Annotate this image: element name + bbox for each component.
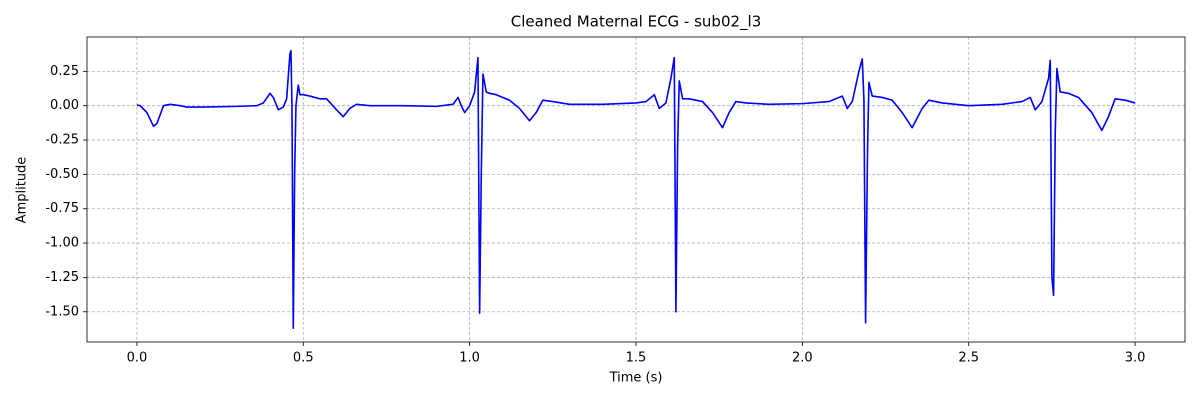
y-tick-label: 0.00: [50, 98, 79, 113]
y-tick-label: -1.50: [45, 304, 79, 319]
y-tick-label: -0.25: [45, 133, 79, 148]
x-tick-label: 1.5: [626, 351, 647, 366]
y-axis-label: Amplitude: [15, 157, 30, 224]
x-tick-label: 3.0: [1125, 351, 1146, 366]
y-tick-label: -0.75: [45, 201, 79, 216]
x-tick-label: 0.5: [293, 351, 314, 366]
chart-title: Cleaned Maternal ECG - sub02_l3: [511, 13, 762, 32]
y-tick-label: 0.25: [50, 64, 79, 79]
y-tick-label: -1.25: [45, 270, 79, 285]
x-tick-label: 1.0: [459, 351, 480, 366]
plot-frame: [86, 36, 1186, 343]
y-tick-label: -1.00: [45, 236, 79, 251]
x-axis-label: Time (s): [609, 371, 663, 386]
y-tick-label: -0.50: [45, 167, 79, 182]
x-tick-label: 2.5: [958, 351, 979, 366]
ecg-line: [136, 49, 1136, 330]
x-tick-label: 0.0: [127, 351, 148, 366]
x-tick-label: 2.0: [792, 351, 813, 366]
